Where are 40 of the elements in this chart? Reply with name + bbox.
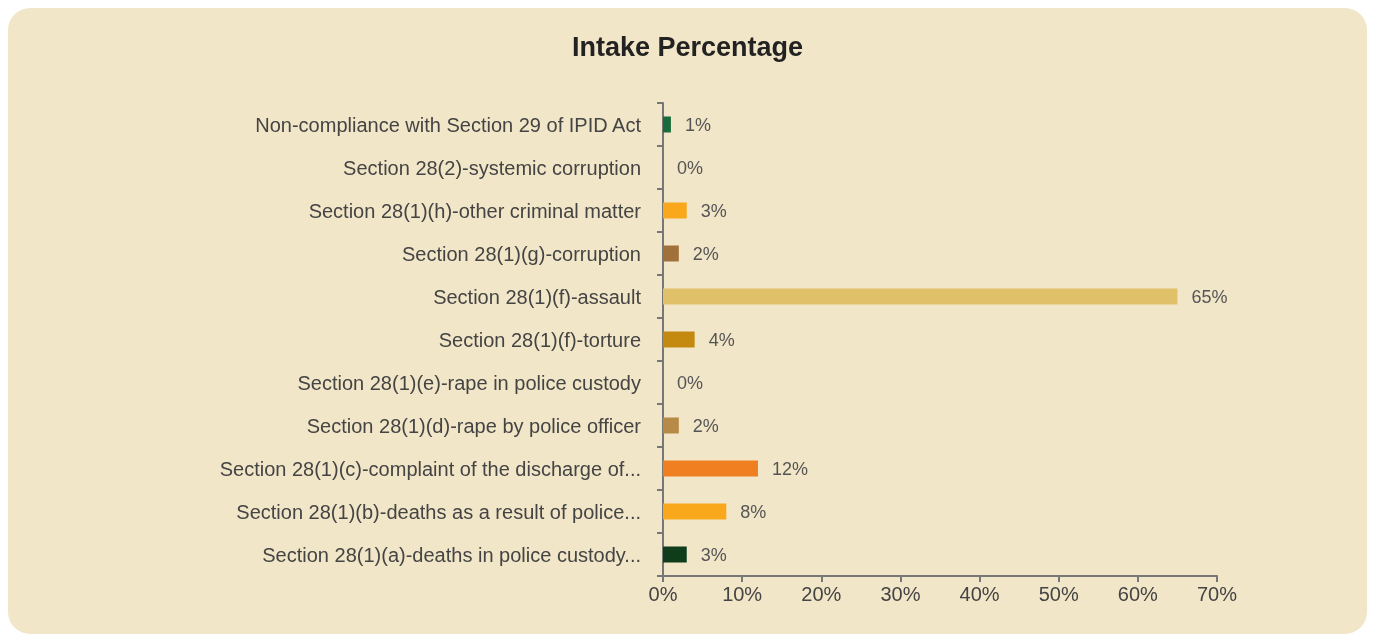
x-tick-label: 30%	[880, 583, 921, 605]
data-label: 4%	[708, 329, 735, 350]
y-tick-label: Section 28(1)(g)-corruption	[402, 242, 641, 265]
y-tick-label: Section 28(1)(h)-other criminal matter	[308, 199, 642, 222]
x-tick-label: 0%	[648, 583, 678, 605]
data-label: 2%	[692, 243, 719, 264]
bar	[663, 116, 671, 133]
y-tick-label: Section 28(1)(e)-rape in police custody	[297, 371, 641, 394]
y-tick-label: Section 28(1)(c)-complaint of the discharge of...	[219, 457, 641, 480]
y-tick-label: Section 28(1)(f)-torture	[438, 328, 641, 351]
data-label: 1%	[684, 114, 711, 135]
x-tick-label: 70%	[1196, 583, 1238, 605]
x-tick-label: 20%	[801, 583, 842, 605]
y-tick-label: Non-compliance with Section 29 of IPID Act	[255, 113, 642, 136]
data-label: 0%	[677, 157, 704, 178]
y-tick-label: Section 28(1)(f)-assault	[433, 285, 642, 308]
bar	[663, 503, 727, 520]
data-label: 3%	[700, 544, 727, 565]
bar	[663, 546, 687, 563]
data-label: 12%	[771, 458, 808, 479]
y-tick-label: Section 28(1)(b)-deaths as a result of police...	[236, 500, 641, 523]
data-label: 2%	[692, 415, 719, 436]
bar	[663, 288, 1178, 305]
data-label: 65%	[1191, 286, 1228, 307]
data-label: 8%	[740, 501, 767, 522]
data-label: 3%	[700, 200, 727, 221]
y-tick-label: Section 28(1)(d)-rape by police officer	[306, 414, 642, 437]
bar	[663, 245, 679, 262]
y-tick-label: Section 28(2)-systemic corruption	[343, 156, 641, 179]
x-tick-label: 60%	[1117, 583, 1159, 605]
bar	[663, 202, 687, 219]
x-tick-label: 40%	[959, 583, 1000, 605]
x-tick-label: 10%	[722, 583, 763, 605]
chart-title: Intake Percentage	[571, 31, 804, 62]
bar	[663, 460, 758, 477]
y-tick-label: Section 28(1)(a)-deaths in police custody...	[262, 543, 641, 566]
bar	[663, 417, 679, 434]
bar	[663, 331, 695, 348]
data-label: 0%	[677, 372, 704, 393]
x-tick-label: 50%	[1038, 583, 1079, 605]
